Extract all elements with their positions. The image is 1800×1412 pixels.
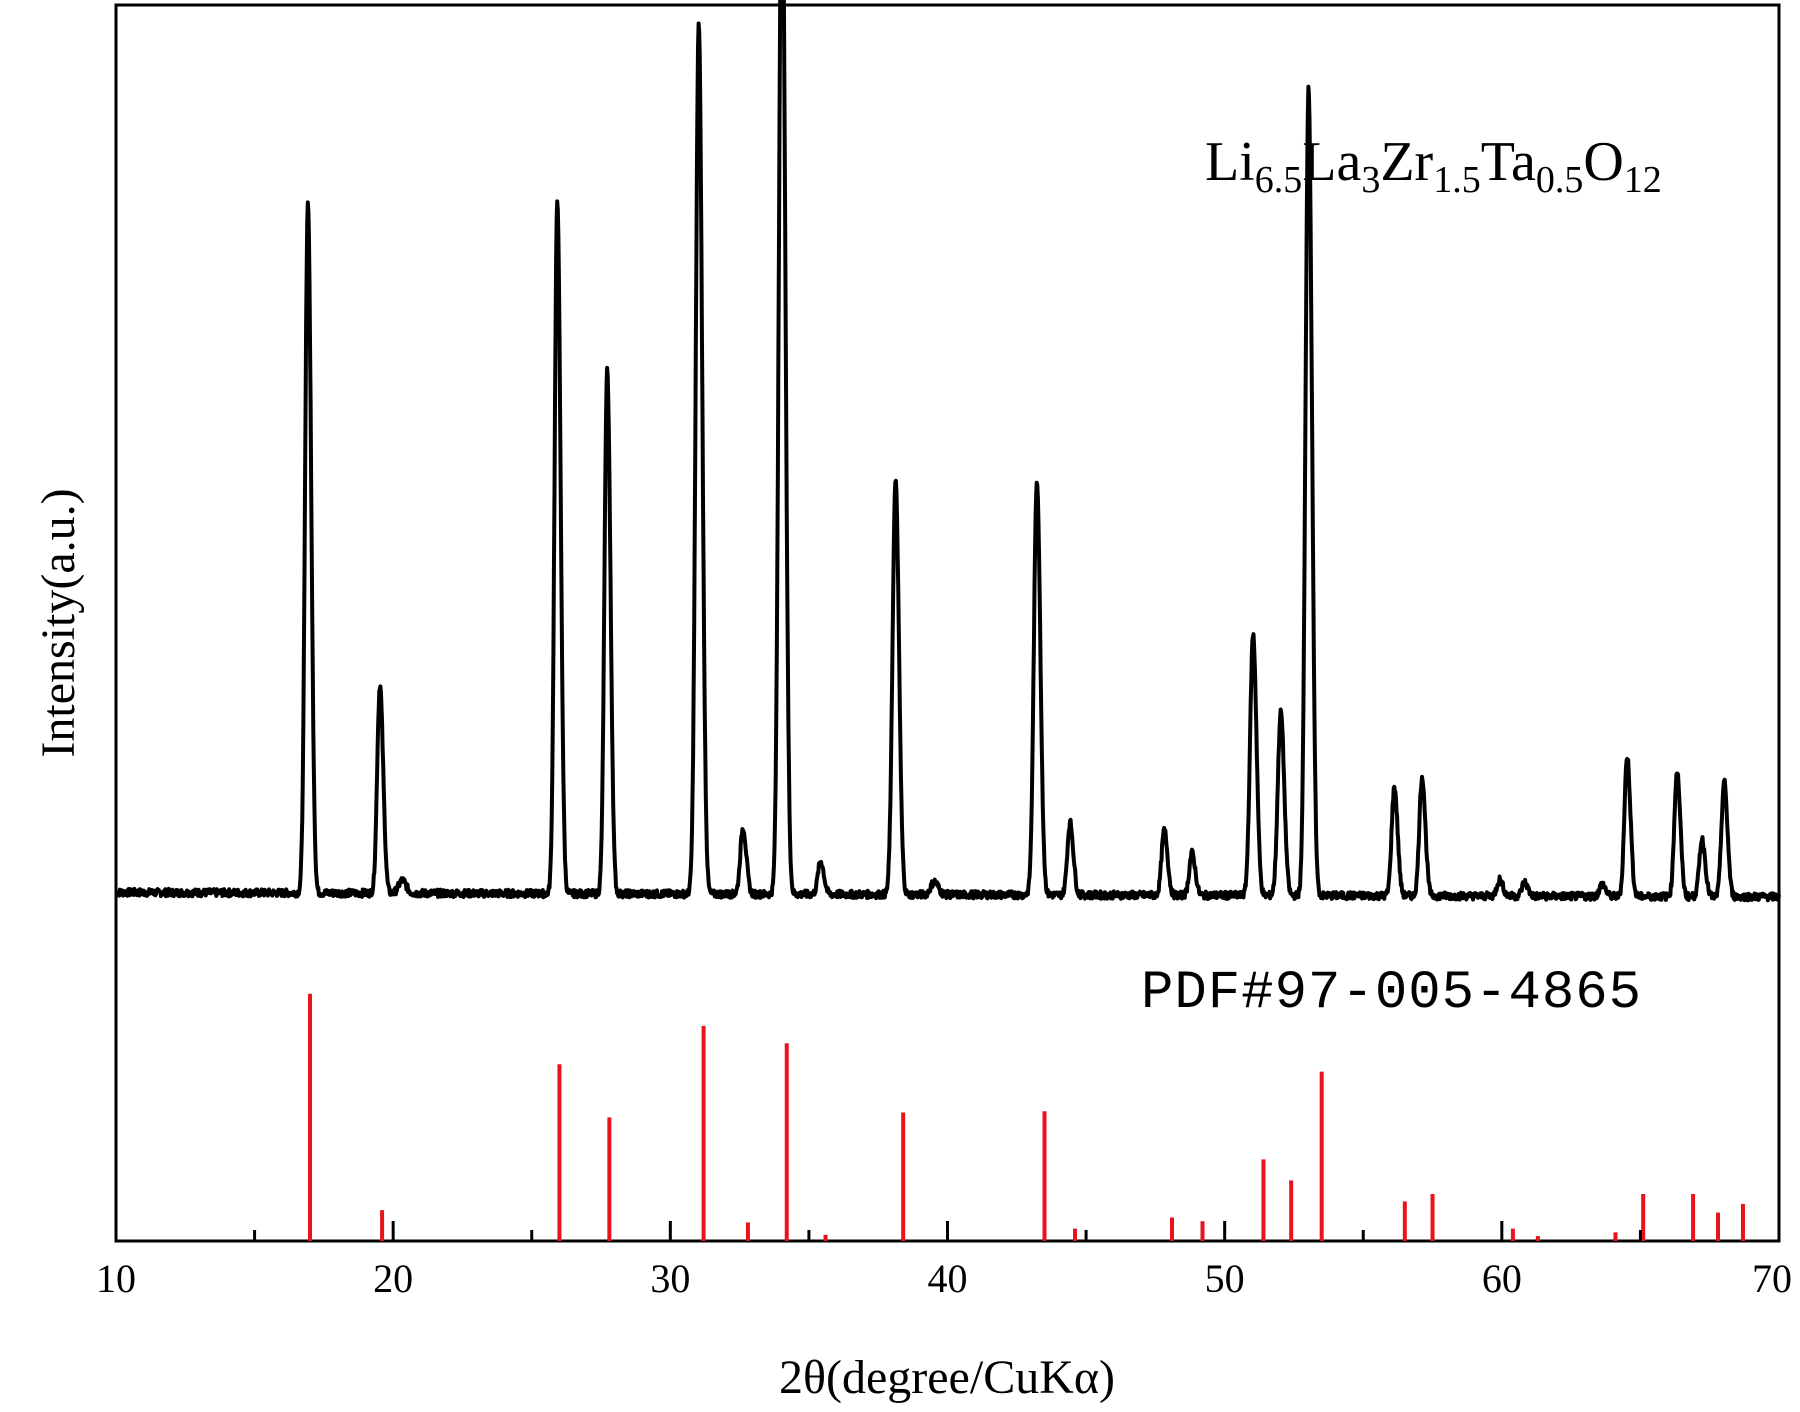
reference-card-annotation: PDF#97-005-4865 <box>1141 963 1642 1024</box>
sample-formula-annotation: Li6.5La3Zr1.5Ta0.5O12 <box>1205 131 1662 201</box>
reference-sticks <box>308 993 1745 1241</box>
x-tick-label: 20 <box>373 1256 413 1301</box>
measured-pattern-line <box>114 0 1781 903</box>
x-tick-label: 70 <box>1752 1256 1792 1301</box>
formula-element: La <box>1302 131 1361 193</box>
x-tick-label: 40 <box>928 1256 968 1301</box>
formula-element: O <box>1583 131 1623 193</box>
y-axis-title: Intensity(a.u.) <box>32 488 85 757</box>
formula-subscript: 12 <box>1624 159 1662 201</box>
x-tick-label: 30 <box>650 1256 690 1301</box>
x-tick-label: 10 <box>96 1256 136 1301</box>
formula-element: Zr <box>1380 131 1433 193</box>
formula-subscript: 3 <box>1361 159 1380 201</box>
x-axis-ticks <box>114 1221 1781 1241</box>
formula-subscript: 1.5 <box>1433 159 1481 201</box>
x-axis-tick-labels: 10 20 30 40 50 60 70 <box>96 1256 1792 1301</box>
formula-element: Ta <box>1481 131 1536 193</box>
x-tick-label: 60 <box>1482 1256 1522 1301</box>
formula-subscript: 6.5 <box>1255 159 1303 201</box>
formula-element: Li <box>1205 131 1255 193</box>
x-axis-title: 2θ(degree/CuKα) <box>779 1351 1115 1404</box>
formula-subscript: 0.5 <box>1536 159 1584 201</box>
x-tick-label: 50 <box>1205 1256 1245 1301</box>
